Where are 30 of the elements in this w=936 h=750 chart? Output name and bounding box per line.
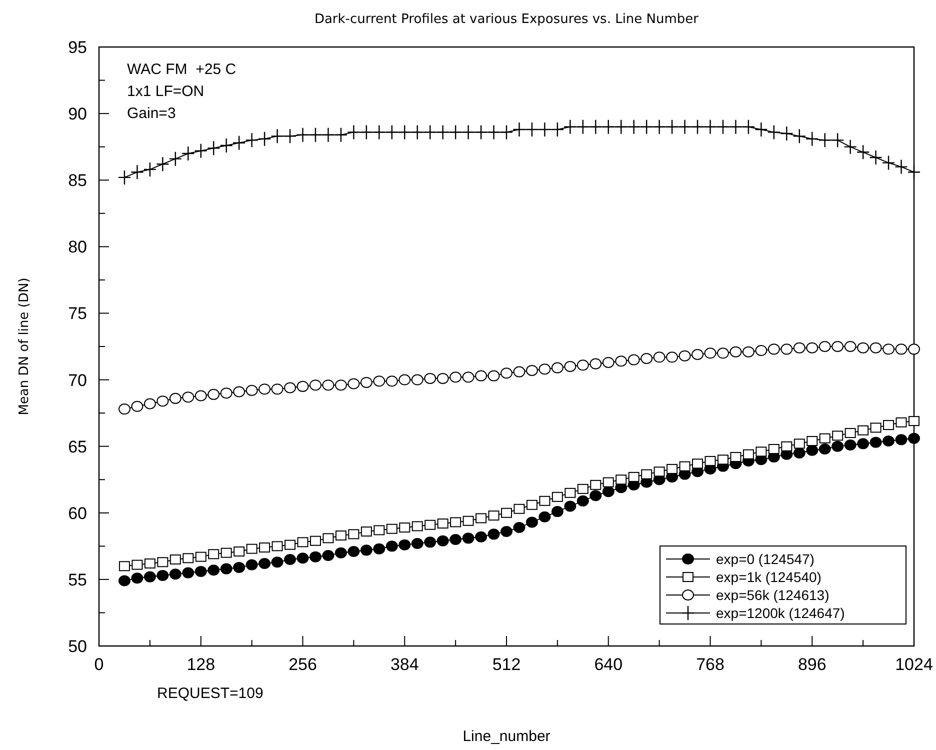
x-axis-title: Line_number: [462, 728, 550, 745]
x-tick-label: 768: [696, 655, 724, 674]
y-tick-label: 95: [68, 38, 87, 57]
x-tick-label: 256: [288, 655, 317, 674]
x-tick-label: 896: [798, 655, 826, 674]
annotation: WAC FM +25 C: [127, 61, 236, 78]
y-tick-label: 90: [68, 104, 87, 124]
legend-label: exp=0 (124547): [716, 551, 814, 567]
annotation: 1x1 LF=ON: [127, 83, 204, 100]
x-tick-label: 384: [390, 655, 419, 674]
y-tick-label: 80: [68, 238, 87, 257]
legend-label: exp=1200k (124647): [716, 605, 845, 621]
legend-label: exp=1k (124540): [716, 569, 822, 585]
x-tick-label: 1024: [895, 655, 933, 674]
y-tick-label: 85: [68, 171, 87, 190]
y-tick-label: 65: [68, 437, 87, 456]
y-tick-label: 50: [68, 637, 87, 656]
annotation: Gain=3: [127, 105, 176, 122]
legend-label: exp=56k (124613): [716, 587, 830, 603]
x-tick-label: 0: [94, 655, 104, 674]
x-tick-label: 512: [492, 655, 521, 674]
y-tick-label: 70: [68, 370, 87, 390]
y-tick-label: 55: [68, 570, 87, 590]
x-tick-label: 128: [186, 655, 216, 674]
text: REQUEST=109: [157, 685, 264, 702]
y-tick-label: 60: [68, 504, 87, 523]
y-tick-label: 75: [68, 304, 87, 324]
chart-title: Dark-current Profiles at various Exposures vs. Line Number: [314, 12, 700, 27]
x-tick-label: 640: [594, 655, 623, 674]
y-axis-title: Mean DN of line (DN): [17, 278, 32, 416]
